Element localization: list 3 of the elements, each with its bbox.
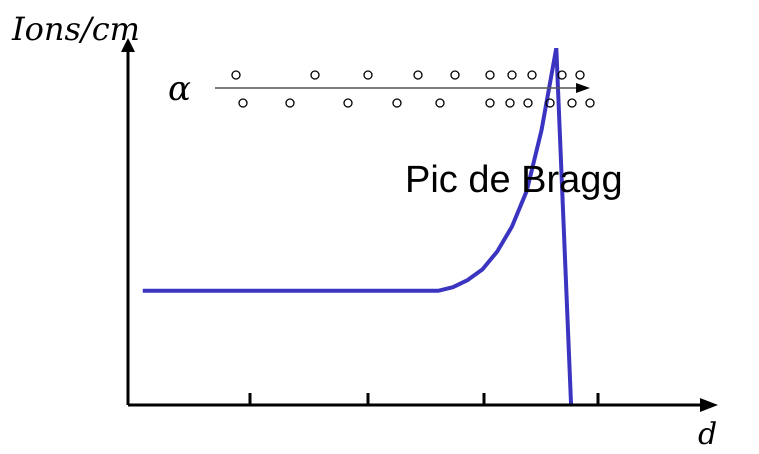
y-axis-title: Ions/cm <box>11 10 140 48</box>
x-axis-title: d <box>698 417 718 452</box>
annotation: α <box>168 69 191 109</box>
